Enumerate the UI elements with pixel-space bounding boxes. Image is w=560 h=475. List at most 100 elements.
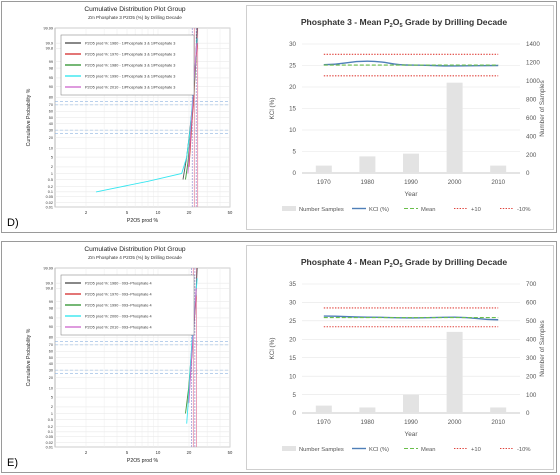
cdf-plot: Cumulative Distribution Plot Group Zm Pho… bbox=[26, 6, 233, 224]
mean-chart-frame bbox=[246, 5, 554, 230]
y-tick-label: 25 bbox=[289, 63, 296, 70]
x-axis-label: Year bbox=[405, 191, 419, 198]
cdf-legend-label: P2O5 prod %: 2010 - 093~Phosphate 4 bbox=[85, 325, 152, 329]
cdf-y-tick-label: 99.99 bbox=[43, 26, 53, 30]
legend-label: KCl (%) bbox=[369, 207, 389, 213]
cdf-y-tick-label: 30 bbox=[49, 368, 53, 372]
cdf-y-tick-label: 0.05 bbox=[46, 195, 53, 199]
cdf-y-tick-label: 99.8 bbox=[46, 47, 53, 51]
cdf-x-tick-label: 10 bbox=[156, 450, 161, 455]
cdf-legend-label: P2O5 prod %: 1990 - 1\Phosphate 3 & 1\Ph… bbox=[85, 74, 175, 78]
y-axis-label: KCl (%) bbox=[269, 97, 276, 119]
cdf-y-tick-label: 10 bbox=[49, 147, 53, 151]
cdf-y-tick-label: 30 bbox=[49, 128, 53, 132]
y-tick-label: 10 bbox=[289, 127, 296, 134]
cdf-y-tick-label: 5 bbox=[51, 155, 53, 159]
y-axis-label: KCl (%) bbox=[269, 337, 276, 359]
x-axis-label: Year bbox=[405, 431, 419, 438]
y2-tick-label: 600 bbox=[526, 115, 537, 122]
cdf-title: Cumulative Distribution Plot Group bbox=[84, 6, 185, 13]
x-tick-label: 1990 bbox=[404, 179, 418, 186]
cdf-y-tick-label: 0.1 bbox=[48, 430, 53, 434]
cdf-x-tick-label: 20 bbox=[187, 450, 192, 455]
x-tick-label: 1970 bbox=[317, 419, 331, 426]
legend-label: +10 bbox=[471, 207, 481, 213]
y2-tick-label: 300 bbox=[526, 355, 537, 362]
legend-label: KCl (%) bbox=[369, 447, 389, 453]
bar bbox=[403, 394, 419, 413]
cdf-subtitle: Zm Phosphate 3 P2O5 (%) by Drilling Deca… bbox=[88, 15, 182, 20]
cdf-y-tick-label: 0.05 bbox=[46, 435, 53, 439]
mean-grade-chart: Phosphate 4 - Mean P2O5 Grade by Drillin… bbox=[269, 257, 546, 453]
y-tick-label: 35 bbox=[289, 281, 296, 288]
cdf-y-tick-label: 99.9 bbox=[46, 281, 53, 285]
legend-swatch bbox=[282, 206, 296, 211]
y2-tick-label: 1200 bbox=[526, 60, 540, 67]
y2-tick-label: 100 bbox=[526, 392, 537, 399]
cdf-y-tick-label: 99.9 bbox=[46, 41, 53, 45]
y-tick-label: 0 bbox=[293, 170, 297, 177]
bar bbox=[315, 165, 332, 173]
cdf-y-tick-label: 60 bbox=[49, 350, 53, 354]
y-tick-label: 15 bbox=[289, 355, 296, 362]
cdf-y-tick-label: 50 bbox=[49, 356, 53, 360]
cdf-x-tick-label: 10 bbox=[156, 210, 161, 215]
x-tick-label: 2010 bbox=[491, 419, 505, 426]
cdf-legend-label: P2O5 prod %: 1990 - 093~Phosphate 4 bbox=[85, 303, 152, 307]
legend-label: Number Samples bbox=[299, 447, 344, 453]
cdf-legend-label: P2O5 prod %: 1960 - 1\Phosphate 3 & 1\Ph… bbox=[85, 41, 175, 45]
bar bbox=[446, 331, 463, 413]
cdf-series-line bbox=[188, 288, 197, 403]
cdf-y-tick-label: 0.01 bbox=[46, 205, 53, 209]
y2-axis-label: Number of Samples bbox=[539, 320, 546, 376]
mean-chart-frame bbox=[246, 245, 554, 470]
cdf-y-tick-label: 1 bbox=[51, 412, 53, 416]
cdf-y-tick-label: 80 bbox=[49, 336, 53, 340]
cdf-y-tick-label: 0.01 bbox=[46, 445, 53, 449]
cdf-y-tick-label: 1 bbox=[51, 172, 53, 176]
y2-tick-label: 800 bbox=[526, 96, 537, 103]
cdf-y-tick-label: 90 bbox=[49, 325, 53, 329]
cdf-y-tick-label: 10 bbox=[49, 387, 53, 391]
cdf-x-axis-label: P2O5 prod % bbox=[127, 458, 159, 464]
cdf-y-tick-label: 0.5 bbox=[48, 178, 53, 182]
bar bbox=[359, 156, 376, 173]
legend-label: -10% bbox=[517, 447, 531, 453]
x-tick-label: 2000 bbox=[448, 419, 462, 426]
y-tick-label: 25 bbox=[289, 318, 296, 325]
y-tick-label: 20 bbox=[289, 336, 296, 343]
y-tick-label: 15 bbox=[289, 106, 296, 113]
cdf-y-tick-label: 90 bbox=[49, 85, 53, 89]
cdf-y-tick-label: 98 bbox=[49, 66, 53, 70]
cdf-y-tick-label: 2 bbox=[51, 165, 53, 169]
cdf-y-tick-label: 0.2 bbox=[48, 425, 53, 429]
cdf-legend-label: P2O5 prod %: 1970 - 1\Phosphate 3 & 1\Ph… bbox=[85, 52, 175, 56]
y2-tick-label: 1400 bbox=[526, 41, 540, 48]
cdf-y-tick-label: 95 bbox=[49, 76, 53, 80]
cdf-y-tick-label: 40 bbox=[49, 122, 53, 126]
cdf-y-tick-label: 0.02 bbox=[46, 201, 53, 205]
cdf-y-tick-label: 99 bbox=[49, 300, 53, 304]
legend-label: -10% bbox=[517, 207, 531, 213]
legend-label: +10 bbox=[471, 447, 481, 453]
cdf-legend-label: P2O5 prod %: 2000 - 093~Phosphate 4 bbox=[85, 314, 152, 318]
cdf-y-tick-label: 99 bbox=[49, 60, 53, 64]
x-tick-label: 1970 bbox=[317, 179, 331, 186]
cdf-y-tick-label: 20 bbox=[49, 376, 53, 380]
cdf-y-tick-label: 98 bbox=[49, 306, 53, 310]
cdf-x-tick-label: 5 bbox=[126, 450, 129, 455]
y-tick-label: 30 bbox=[289, 300, 296, 307]
cdf-y-axis-label: Cumulative Probability % bbox=[26, 328, 32, 386]
mean-grade-chart: Phosphate 3 - Mean P2O5 Grade by Drillin… bbox=[269, 17, 546, 213]
cdf-series-line bbox=[187, 43, 198, 174]
cdf-y-tick-label: 95 bbox=[49, 316, 53, 320]
cdf-x-tick-label: 50 bbox=[228, 210, 233, 215]
cdf-x-tick-label: 20 bbox=[187, 210, 192, 215]
bar bbox=[490, 407, 507, 413]
cdf-y-tick-label: 40 bbox=[49, 362, 53, 366]
y2-axis-label: Number of Samples bbox=[539, 80, 546, 136]
bar bbox=[403, 153, 419, 173]
y-tick-label: 20 bbox=[289, 84, 296, 91]
legend-swatch bbox=[282, 446, 296, 451]
cdf-y-tick-label: 50 bbox=[49, 116, 53, 120]
